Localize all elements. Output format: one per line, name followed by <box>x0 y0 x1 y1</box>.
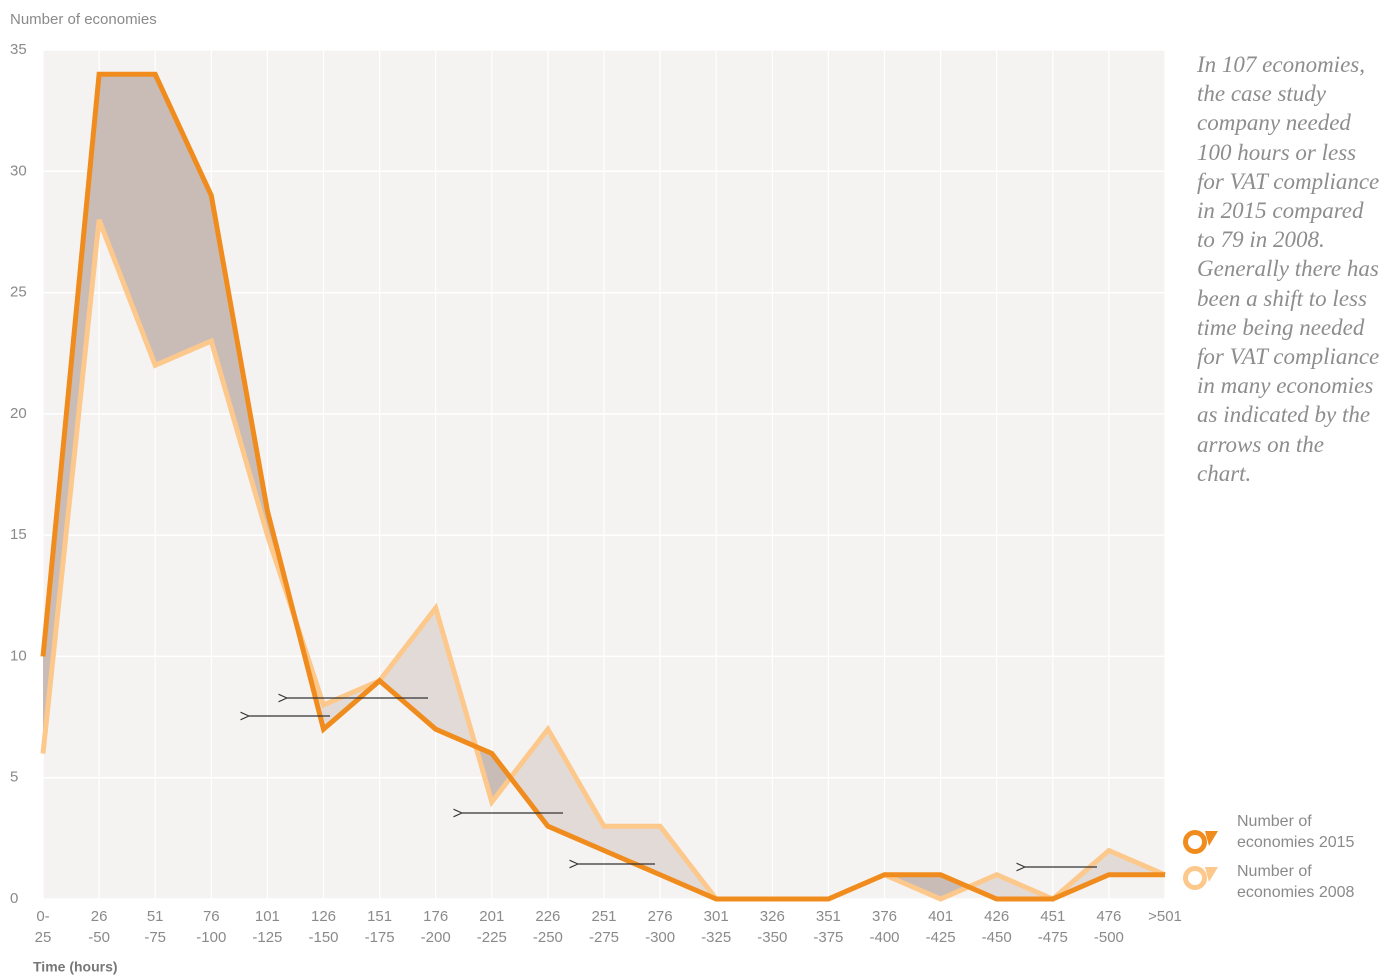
x-tick-label: 176 <box>423 908 448 925</box>
x-tick-label: -300 <box>645 929 675 946</box>
legend-label: Number of economies 2015 <box>1237 813 1355 851</box>
legend-icon <box>1205 867 1218 882</box>
y-tick-label: 30 <box>10 162 27 179</box>
x-tick-label: 201 <box>479 908 504 925</box>
arrows <box>249 698 1097 867</box>
x-tick-label: 51 <box>147 908 164 925</box>
x-tick-label: -225 <box>477 929 507 946</box>
x-tick-label: 251 <box>591 908 616 925</box>
x-tick-label: -200 <box>421 929 451 946</box>
x-tick-label: 26 <box>91 908 108 925</box>
y-tick-label: 0 <box>10 890 18 907</box>
x-axis-label: Time (hours) <box>33 959 118 975</box>
x-tick-label: -400 <box>869 929 899 946</box>
y-axis-label: Number of economies <box>10 11 157 28</box>
x-tick-label: 351 <box>816 908 841 925</box>
y-tick-label: 15 <box>10 526 27 543</box>
x-tick-label: -100 <box>196 929 226 946</box>
x-tick-label: 25 <box>35 929 52 946</box>
y-tick-label: 5 <box>10 769 18 786</box>
x-tick-label: -75 <box>144 929 166 946</box>
x-tick-label: 0- <box>36 908 49 925</box>
legend-label: Number of economies 2008 <box>1237 863 1355 901</box>
x-tick-label: 101 <box>255 908 280 925</box>
x-tick-label: 301 <box>704 908 729 925</box>
legend-icon <box>1183 866 1207 890</box>
x-tick-label: -500 <box>1094 929 1124 946</box>
x-tick-label: -125 <box>252 929 282 946</box>
y-tick-label: 35 <box>10 41 27 58</box>
x-tick-label: -375 <box>813 929 843 946</box>
x-tick-label: 326 <box>760 908 785 925</box>
x-tick-label: -275 <box>589 929 619 946</box>
x-tick-label: -150 <box>308 929 338 946</box>
plot-layer <box>40 49 1166 902</box>
x-tick-label: 151 <box>367 908 392 925</box>
x-tick-label: -475 <box>1038 929 1068 946</box>
x-tick-label: >501 <box>1148 908 1182 925</box>
x-tick-label: -250 <box>533 929 563 946</box>
x-tick-label: 476 <box>1096 908 1121 925</box>
legend-icon <box>1183 830 1207 854</box>
x-tick-label: 451 <box>1040 908 1065 925</box>
y-tick-label: 25 <box>10 284 27 301</box>
x-tick-label: -450 <box>982 929 1012 946</box>
x-tick-label: 126 <box>311 908 336 925</box>
x-tick-label: -50 <box>88 929 110 946</box>
x-tick-label: 276 <box>648 908 673 925</box>
x-tick-label: -325 <box>701 929 731 946</box>
legend-icon <box>1205 831 1218 846</box>
annotation: In 107 economies, the case study company… <box>1197 52 1380 486</box>
x-tick-label: 426 <box>984 908 1009 925</box>
x-tick-label: 376 <box>872 908 897 925</box>
x-tick-label: 226 <box>535 908 560 925</box>
series-line <box>40 71 1165 902</box>
x-tick-label: -350 <box>757 929 787 946</box>
x-tick-label: 76 <box>203 908 220 925</box>
series-line <box>40 218 1166 902</box>
x-tick-label: 401 <box>928 908 953 925</box>
x-tick-label: -425 <box>926 929 956 946</box>
y-tick-label: 20 <box>10 405 27 422</box>
x-tick-label: -175 <box>365 929 395 946</box>
y-tick-label: 10 <box>10 647 27 664</box>
